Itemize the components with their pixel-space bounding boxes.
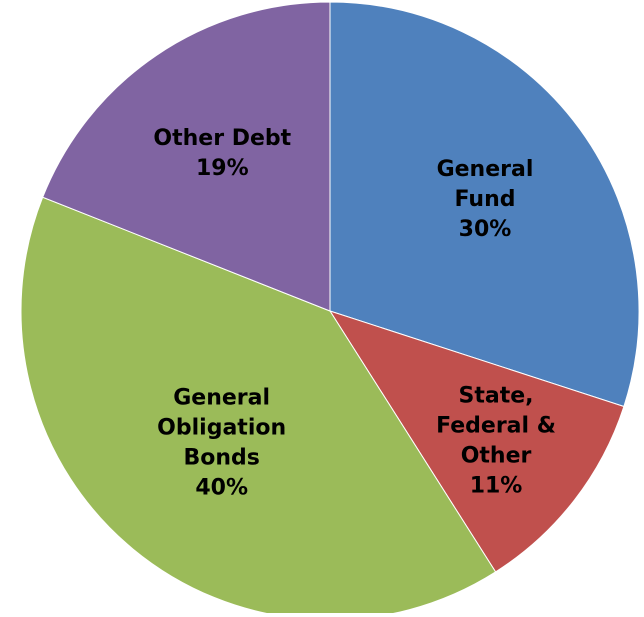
slice-label-2: General Obligation Bonds 40%: [157, 386, 286, 501]
pie-slice-1: [328, 310, 625, 573]
slice-name-label-1-line-0: State,: [459, 383, 534, 408]
slice-value-label-0: 30%: [459, 217, 512, 242]
slice-value-label-1: 11%: [470, 473, 523, 498]
pie-slice-0: [329, 1, 640, 408]
slice-name-label-2-line-1: Obligation: [157, 416, 286, 441]
slice-name-label-1-line-2: Other: [461, 443, 532, 468]
slice-value-label-2: 40%: [195, 476, 248, 501]
labels-layer: General Fund 30% State, Federal & Other 11% Gen…: [153, 126, 556, 500]
slice-name-label-2-line-2: Bonds: [183, 446, 259, 471]
slice-label-3: Other Debt 19%: [153, 126, 291, 181]
slice-name-label-0-line-0: General: [437, 157, 534, 182]
slices-layer: [20, 1, 640, 617]
slice-name-label-3-line-0: Other Debt: [153, 126, 291, 151]
pie-slice-3: [42, 1, 331, 312]
slice-name-label-2-line-0: General: [173, 386, 270, 411]
slice-name-label-0-line-1: Fund: [454, 187, 515, 212]
slice-value-label-3: 19%: [196, 156, 249, 181]
slice-label-0: General Fund 30%: [437, 157, 534, 242]
slice-name-label-1-line-1: Federal &: [436, 413, 556, 438]
slice-label-1: State, Federal & Other 11%: [436, 383, 556, 498]
